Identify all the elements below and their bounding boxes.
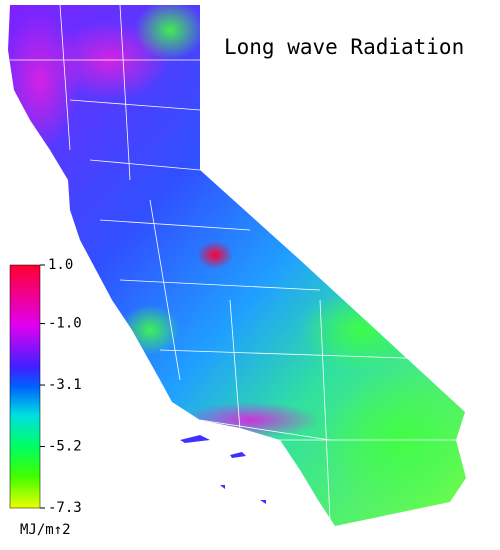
color-bar-ticks: 1.0 -1.0 -3.1 -5.2 -7.3 xyxy=(40,257,82,516)
color-bar-tick-label: -7.3 xyxy=(48,500,82,516)
legend-unit: MJ/m↑2 xyxy=(20,522,71,538)
color-bar-tick-label: -1.0 xyxy=(48,316,82,332)
color-bar xyxy=(9,264,41,509)
color-bar-tick-label: -3.1 xyxy=(48,377,82,393)
map-title: Long wave Radiation xyxy=(224,35,464,59)
color-bar-tick-label: -5.2 xyxy=(48,439,82,455)
color-bar-tick-label: 1.0 xyxy=(48,257,73,273)
